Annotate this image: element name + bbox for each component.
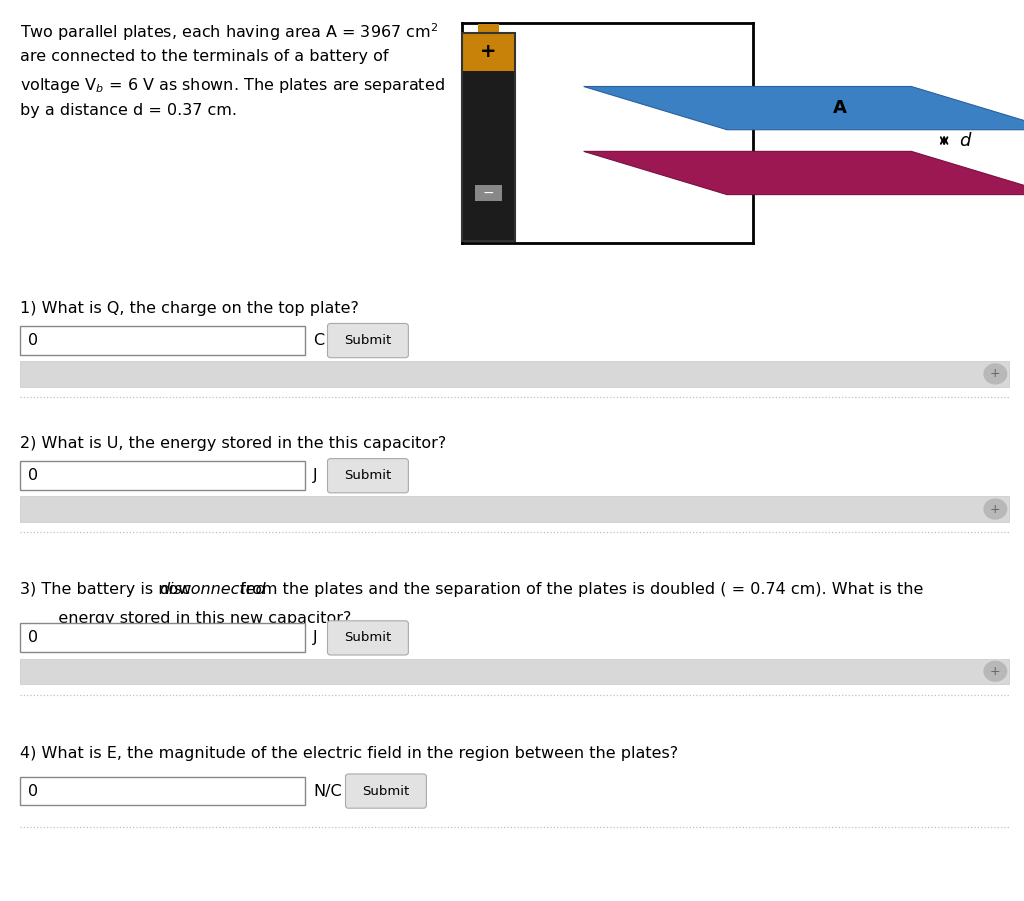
FancyBboxPatch shape	[20, 326, 305, 355]
Text: J: J	[313, 469, 318, 483]
Text: voltage V$_b$ = 6 V as shown. The plates are separated: voltage V$_b$ = 6 V as shown. The plates…	[20, 76, 445, 95]
Circle shape	[984, 499, 1007, 519]
Text: 0: 0	[28, 784, 38, 798]
FancyBboxPatch shape	[478, 24, 499, 33]
FancyBboxPatch shape	[20, 496, 1009, 522]
Text: A: A	[833, 99, 847, 117]
Text: are connected to the terminals of a battery of: are connected to the terminals of a batt…	[20, 49, 389, 64]
Text: 0: 0	[28, 333, 38, 348]
Text: Two parallel plates, each having area A = 3967 cm$^2$: Two parallel plates, each having area A …	[20, 22, 438, 43]
Polygon shape	[584, 151, 1024, 195]
Text: Submit: Submit	[344, 334, 391, 347]
FancyBboxPatch shape	[20, 777, 305, 805]
Text: from the plates and the separation of the plates is doubled ( = 0.74 cm). What i: from the plates and the separation of th…	[234, 582, 923, 597]
FancyBboxPatch shape	[328, 323, 409, 358]
Text: 1) What is Q, the charge on the top plate?: 1) What is Q, the charge on the top plat…	[20, 301, 359, 316]
Polygon shape	[584, 86, 1024, 130]
Circle shape	[984, 364, 1007, 384]
FancyBboxPatch shape	[20, 461, 305, 490]
FancyBboxPatch shape	[462, 70, 515, 241]
Text: 4) What is E, the magnitude of the electric field in the region between the plat: 4) What is E, the magnitude of the elect…	[20, 746, 679, 761]
FancyBboxPatch shape	[20, 659, 1009, 684]
Text: Submit: Submit	[344, 632, 391, 644]
Text: +: +	[990, 368, 1000, 380]
Text: Submit: Submit	[344, 469, 391, 482]
Text: by a distance d = 0.37 cm.: by a distance d = 0.37 cm.	[20, 103, 238, 118]
Text: N/C: N/C	[313, 784, 342, 798]
Text: +: +	[990, 665, 1000, 678]
Text: J: J	[313, 631, 318, 645]
FancyBboxPatch shape	[328, 459, 409, 493]
Text: +: +	[990, 503, 1000, 515]
Text: Submit: Submit	[362, 785, 410, 797]
Text: 0: 0	[28, 469, 38, 483]
FancyBboxPatch shape	[462, 33, 515, 70]
Text: C: C	[313, 333, 325, 348]
Text: 2) What is U, the energy stored in the this capacitor?: 2) What is U, the energy stored in the t…	[20, 436, 446, 451]
Text: −: −	[482, 186, 495, 200]
Text: d: d	[958, 132, 971, 150]
FancyBboxPatch shape	[328, 621, 409, 655]
FancyBboxPatch shape	[475, 185, 502, 201]
FancyBboxPatch shape	[20, 361, 1009, 387]
Text: energy stored in this new capacitor?: energy stored in this new capacitor?	[43, 611, 351, 626]
Text: 0: 0	[28, 631, 38, 645]
Text: disconnected: disconnected	[159, 582, 265, 597]
Text: 3) The battery is now: 3) The battery is now	[20, 582, 197, 597]
Circle shape	[984, 661, 1007, 681]
Text: +: +	[480, 42, 497, 61]
FancyBboxPatch shape	[20, 623, 305, 652]
FancyBboxPatch shape	[345, 774, 426, 808]
